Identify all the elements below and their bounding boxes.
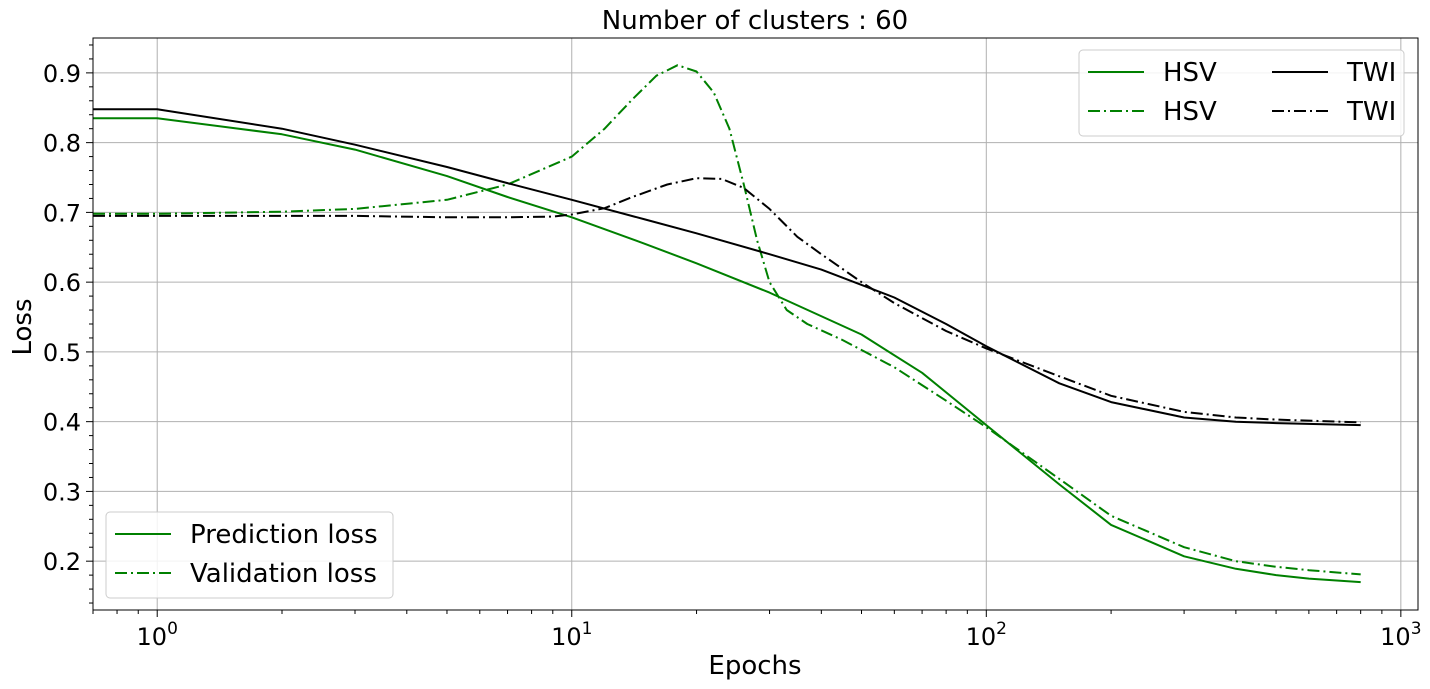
legends: HSV HSV TWI TWI Prediction loss Validation lo… <box>105 49 1405 599</box>
legend-label: Prediction loss <box>190 520 378 550</box>
y-tick-label: 0.8 <box>43 130 81 158</box>
legend-loss-types: Prediction loss Validation loss <box>105 511 394 599</box>
x-tick-label: 101 <box>551 619 592 651</box>
series-line-2 <box>93 64 1361 576</box>
y-tick-label: 0.9 <box>43 60 81 88</box>
legend-label: TWI <box>1346 97 1396 127</box>
y-tick-label: 0.6 <box>43 269 81 297</box>
x-tick-label-exponent: 1 <box>582 619 593 639</box>
legend-label: Validation loss <box>190 559 377 589</box>
x-tick-label: 102 <box>966 619 1007 651</box>
x-tick-label-exponent: 3 <box>1411 619 1422 639</box>
y-tick-label: 0.7 <box>43 199 81 227</box>
legend-datasets: HSV HSV TWI TWI <box>1078 49 1405 137</box>
y-tick-label: 0.4 <box>43 409 81 437</box>
legend-label: HSV <box>1163 97 1217 127</box>
x-tick-label-exponent: 0 <box>167 619 178 639</box>
x-tick-label-base: 10 <box>1380 623 1411 651</box>
series-line-1 <box>93 117 1361 584</box>
legend-loss-types-frame <box>105 511 394 599</box>
x-tick-label: 103 <box>1380 619 1421 651</box>
legend-label: HSV <box>1163 58 1217 88</box>
series-line-3 <box>93 108 1361 427</box>
series-layer <box>93 64 1361 584</box>
x-axis-label: Epochs <box>708 651 801 681</box>
x-tick-label-base: 10 <box>137 623 168 651</box>
y-axis-label: Loss <box>8 298 38 355</box>
x-tick-label-base: 10 <box>551 623 582 651</box>
x-tick-label-exponent: 2 <box>996 619 1007 639</box>
y-tick-label: 0.3 <box>43 478 81 506</box>
y-tick-label: 0.2 <box>43 548 81 576</box>
x-tick-label-base: 10 <box>966 623 997 651</box>
y-tick-label: 0.5 <box>43 339 81 367</box>
x-tick-label: 100 <box>137 619 178 651</box>
legend-label: TWI <box>1346 58 1396 88</box>
series-line-4 <box>93 177 1361 424</box>
chart-title: Number of clusters : 60 <box>602 6 908 36</box>
